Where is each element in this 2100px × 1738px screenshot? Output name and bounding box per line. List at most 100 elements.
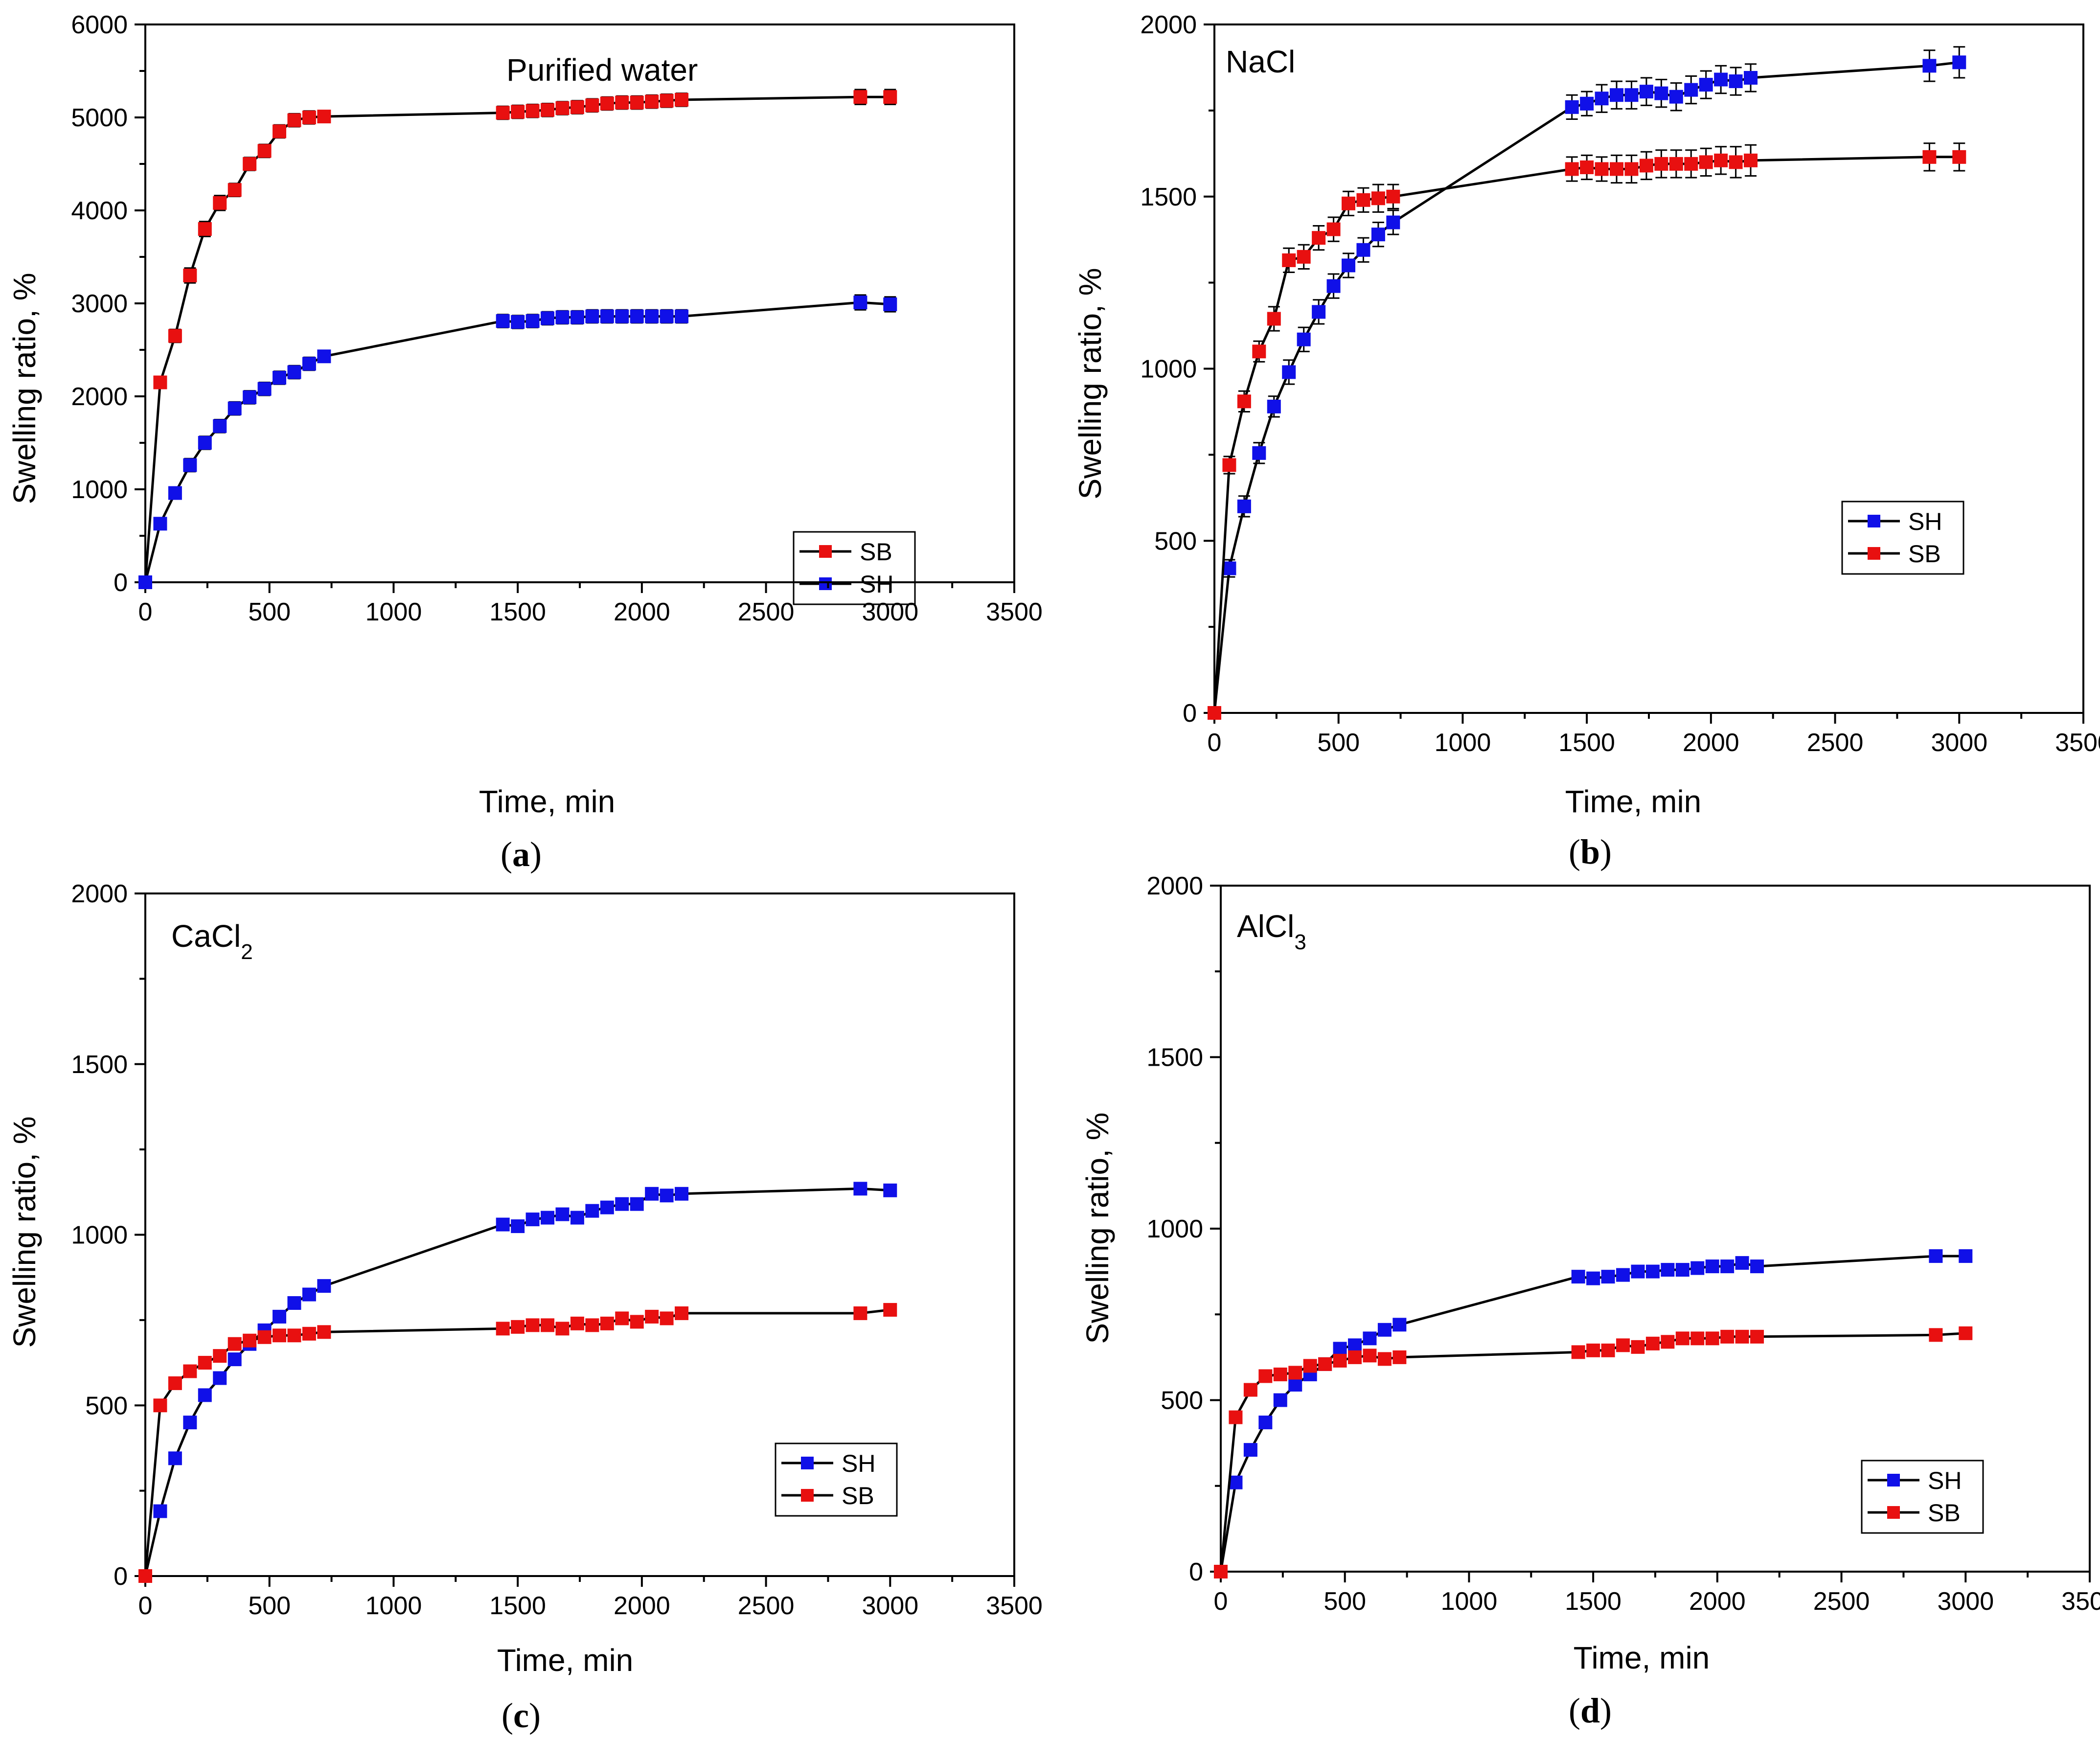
data-point — [853, 1306, 867, 1320]
data-point — [1922, 150, 1937, 164]
data-point — [511, 105, 525, 119]
data-point — [645, 1187, 659, 1201]
data-point — [1714, 153, 1728, 167]
data-point — [1565, 100, 1579, 114]
y-axis-label: Swelling ratio, % — [7, 273, 42, 504]
x-tick-label: 3000 — [862, 598, 918, 626]
y-tick-label: 0 — [114, 1562, 128, 1591]
data-point — [302, 111, 316, 124]
data-point — [1750, 1259, 1764, 1274]
data-point — [675, 1306, 689, 1320]
series-line-SB — [1213, 156, 1960, 713]
data-point — [555, 101, 570, 115]
data-point — [511, 1219, 525, 1234]
data-point — [1297, 332, 1311, 346]
data-point — [541, 1318, 555, 1332]
panel-b: NaCl Swelling ratio, % Time, min (b) SHS… — [1073, 11, 2100, 871]
y-tick-label: 500 — [1161, 1387, 1203, 1415]
x-tick-label: 3000 — [1937, 1587, 1994, 1616]
data-point — [273, 1328, 287, 1343]
data-point — [183, 269, 197, 282]
data-point — [1326, 279, 1341, 293]
series-line-SB — [1219, 1332, 1966, 1572]
data-point — [1288, 1366, 1302, 1380]
y-tick-label: 2000 — [1146, 872, 1203, 900]
legend-marker — [1868, 547, 1880, 560]
data-point — [1208, 706, 1221, 720]
data-point — [1282, 253, 1296, 267]
data-point — [1929, 1249, 1943, 1263]
data-point — [525, 104, 540, 118]
series-line-SB — [144, 95, 890, 583]
data-point — [243, 1333, 257, 1348]
data-point — [1571, 1345, 1585, 1359]
legend-label: SB — [842, 1482, 874, 1509]
data-point — [228, 183, 242, 197]
data-point — [1959, 1249, 1973, 1263]
data-point — [525, 1318, 540, 1332]
data-point — [570, 100, 584, 114]
data-point — [213, 196, 227, 210]
x-tick-label: 1000 — [1441, 1587, 1498, 1616]
legend-marker — [1887, 1474, 1900, 1486]
panel-title: Purified water — [506, 52, 698, 88]
legend: SH SB — [1861, 1460, 1984, 1534]
x-tick-label: 1000 — [365, 598, 422, 626]
data-point — [1595, 162, 1609, 176]
y-tick-label: 0 — [1183, 699, 1197, 728]
y-tick-label: 1500 — [1146, 1044, 1203, 1072]
data-point — [1631, 1264, 1645, 1279]
data-point — [1371, 228, 1385, 242]
data-point — [1377, 1323, 1392, 1337]
data-point — [525, 1212, 540, 1227]
legend-label: SH — [1928, 1467, 1962, 1494]
data-point — [1729, 74, 1743, 89]
data-point — [1282, 365, 1296, 379]
data-point — [675, 1187, 689, 1201]
data-point — [570, 310, 584, 324]
data-point — [138, 575, 152, 589]
data-point — [153, 1398, 167, 1413]
y-axis-label: Swelling ratio, % — [1073, 268, 1108, 499]
x-tick-label: 500 — [248, 1592, 291, 1620]
data-point — [228, 1337, 242, 1351]
data-point — [883, 1303, 897, 1317]
data-point — [1922, 59, 1937, 73]
legend: SH SB — [1841, 501, 1964, 575]
data-point — [1318, 1357, 1332, 1371]
legend-box — [1861, 1460, 1984, 1534]
data-point — [615, 95, 629, 110]
data-point — [853, 296, 867, 310]
data-point — [273, 371, 287, 385]
data-point — [853, 90, 867, 104]
data-point — [1645, 1264, 1660, 1279]
data-point — [168, 329, 182, 343]
x-tick-label: 500 — [1324, 1587, 1366, 1616]
x-tick-label: 3500 — [986, 598, 1043, 626]
data-point — [1333, 1342, 1347, 1356]
data-point — [1744, 71, 1758, 85]
data-point — [630, 1197, 644, 1211]
data-point — [1654, 86, 1668, 100]
data-point — [1267, 399, 1281, 413]
data-point — [1363, 1331, 1377, 1346]
y-tick-label: 6000 — [71, 11, 128, 39]
y-tick-label: 2000 — [71, 880, 128, 908]
data-point — [1952, 150, 1966, 164]
x-tick-label: 1500 — [1565, 1587, 1621, 1616]
data-point — [287, 113, 301, 127]
data-point — [1252, 344, 1266, 359]
data-point — [1616, 1268, 1630, 1282]
data-point — [1624, 162, 1639, 176]
data-point — [1639, 159, 1653, 173]
panel-title: AlCl3 — [1237, 909, 1306, 954]
data-point — [1750, 1329, 1764, 1344]
data-point — [615, 1197, 629, 1211]
data-point — [302, 1287, 316, 1302]
y-tick-label: 1000 — [1146, 1215, 1203, 1243]
plot-frame — [1213, 23, 2084, 714]
data-point — [168, 486, 182, 500]
data-point — [570, 1211, 584, 1225]
data-point — [1252, 446, 1266, 460]
data-point — [630, 1315, 644, 1329]
